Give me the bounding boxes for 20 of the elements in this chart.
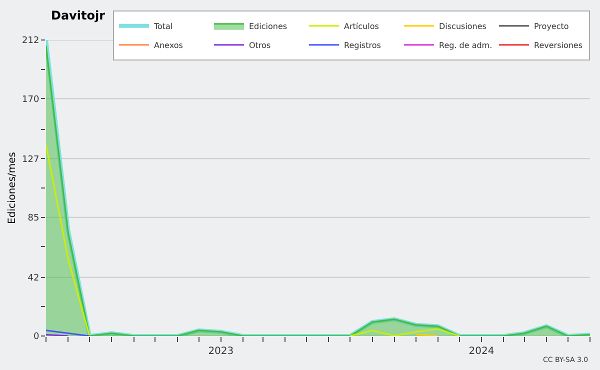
y-tick-label: 127 <box>22 154 40 165</box>
legend-label: Artículos <box>344 22 379 32</box>
legend-label: Anexos <box>154 41 183 50</box>
y-tick-label: 170 <box>22 94 40 105</box>
legend-label: Otros <box>249 41 271 50</box>
y-tick-label: 42 <box>28 274 40 284</box>
legend-label: Ediciones <box>249 22 288 32</box>
legend-label: Reg. de adm. <box>439 41 492 50</box>
y-tick-label: 212 <box>22 36 40 46</box>
x-tick-label: 2023 <box>208 346 234 357</box>
legend-label: Proyecto <box>534 22 569 32</box>
y-axis-title: Ediciones/mes <box>7 152 18 224</box>
legend-label: Registros <box>344 41 381 50</box>
y-tick-label: 85 <box>28 213 40 224</box>
legend-label: Discusiones <box>439 22 486 32</box>
chart-title: Davitojr <box>50 8 106 22</box>
x-tick-label: 2024 <box>468 346 494 357</box>
legend-label: Total <box>153 22 173 32</box>
legend-label: Reversiones <box>534 41 583 50</box>
y-tick-label: 0 <box>33 332 40 342</box>
